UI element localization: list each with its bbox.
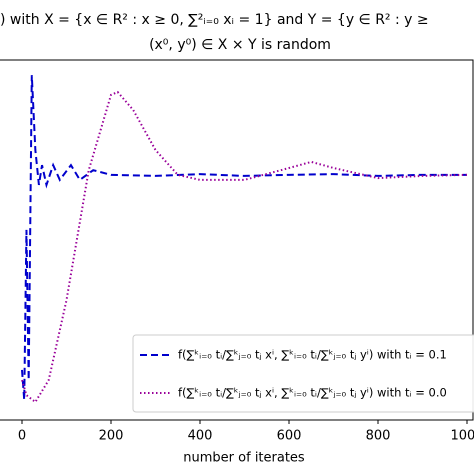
series-line (21, 75, 467, 400)
chart-subtitle: (x⁰, y⁰) ∈ X × Y is random (149, 37, 331, 53)
x-tick-label: 600 (277, 429, 302, 444)
x-axis-label: number of iterates (183, 451, 305, 466)
chart-title: ) with X = {x ∈ R² : x ≥ 0, ∑²ᵢ₌₀ xᵢ = 1… (0, 12, 429, 28)
legend-label: f(∑ᵏᵢ₌₀ tᵢ/∑ᵏⱼ₌₀ tⱼ xⁱ, ∑ᵏᵢ₌₀ tᵢ/∑ᵏⱼ₌₀ t… (178, 348, 447, 362)
legend-label: f(∑ᵏᵢ₌₀ tᵢ/∑ᵏⱼ₌₀ tⱼ xⁱ, ∑ᵏᵢ₌₀ tᵢ/∑ᵏⱼ₌₀ t… (178, 386, 447, 400)
x-tick-label: 200 (99, 429, 124, 444)
plot-frame (0, 59, 474, 421)
x-tick-label: 0 (18, 429, 26, 444)
series-line (21, 90, 468, 404)
x-tick-label: 1000 (450, 429, 474, 444)
x-tick-label: 400 (188, 429, 213, 444)
x-tick-label: 800 (366, 429, 391, 444)
legend-box (132, 334, 474, 413)
